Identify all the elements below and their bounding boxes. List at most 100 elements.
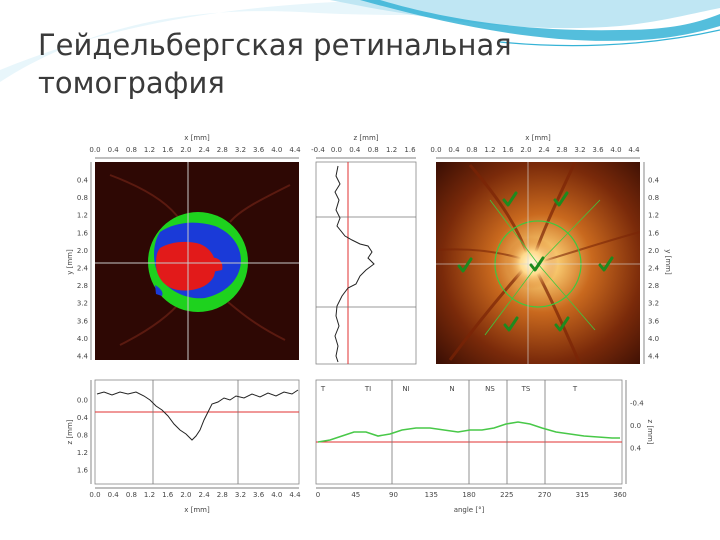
- contour-curve: [317, 421, 620, 443]
- tick-label: 3.6: [592, 146, 604, 154]
- reflectance-x-ticks: 0.0 0.4 0.8 1.2 1.6 2.0 2.4 2.8 3.2 3.6 4.0 4.4: [430, 146, 640, 154]
- tick-label: 0.8: [466, 146, 477, 154]
- tick-label: 90: [389, 491, 398, 499]
- tick-label: 2.0: [180, 491, 191, 499]
- tick-label: 2.8: [77, 282, 88, 290]
- slide-decoration: [0, 0, 720, 82]
- contour-x-ticks: 0 45 90 135 180 225 270 315 360: [316, 491, 627, 499]
- hprofile-frame: [94, 379, 300, 485]
- tick-label: 2.0: [520, 146, 531, 154]
- decoration-swoosh-light: [330, 0, 720, 29]
- tick-label: 3.2: [235, 146, 246, 154]
- tick-label: 3.6: [77, 317, 89, 325]
- topography-y-ticks: 0.4 0.8 1.2 1.6 2.0 2.4 2.8 3.2 3.6 4.0 4.4: [77, 177, 89, 361]
- tick-label: 0.4: [448, 146, 460, 154]
- sector-label: N: [449, 385, 454, 393]
- tick-label: 2.4: [199, 491, 211, 499]
- sector-checkmarks: [457, 191, 614, 332]
- tick-label: 1.6: [162, 491, 174, 499]
- decoration-swoosh: [360, 0, 720, 41]
- reflectance-y-ticks: 0.4 0.8 1.2 1.6 2.0 2.4 2.8 3.2 3.6 4.0 4.4: [648, 177, 660, 361]
- hprofile-y-label: z [mm]: [66, 419, 74, 444]
- tick-label: 1.6: [77, 229, 89, 237]
- tick-label: 1.6: [502, 146, 514, 154]
- tick-label: 2.0: [77, 247, 88, 255]
- reflectance-x-label: x [mm]: [525, 134, 551, 142]
- tick-label: 1.6: [77, 467, 89, 475]
- tick-label: 0.8: [126, 491, 137, 499]
- tick-label: 4.0: [271, 491, 282, 499]
- tick-label: 2.0: [180, 146, 191, 154]
- tick-label: 0.4: [648, 177, 660, 185]
- sector-label: TS: [521, 385, 531, 393]
- tick-label: 0.8: [77, 194, 88, 202]
- checkmark-icon: [503, 316, 519, 332]
- horizontal-profile-panel: x [mm] z [mm] 0.0 0.4 0.8 1.2 1.6 2.0 2.4 2.8 3.…: [66, 379, 301, 514]
- tick-label: 0.8: [368, 146, 379, 154]
- contour-profile-panel: angle [°] z [mm] 0 45 90 135 180 225 270 315 360…: [315, 379, 654, 514]
- cup-red-region: [210, 257, 223, 272]
- reflectance-y-label: y [mm]: [664, 249, 672, 275]
- tick-label: 1.2: [77, 212, 88, 220]
- checkmark-icon: [502, 191, 518, 207]
- tick-label: 4.0: [77, 335, 88, 343]
- vertical-profile-frame: [315, 161, 417, 365]
- sector-line: [537, 263, 596, 331]
- topography-vessel: [227, 301, 286, 341]
- reflectance-panel: x [mm] y [mm] 0.0 0.4 0.8 1.2 1.6 2.0 2.4 2.8 3.…: [430, 134, 672, 364]
- sector-label: T: [572, 385, 578, 393]
- contour-y-label: z [mm]: [646, 420, 654, 445]
- tick-label: 4.4: [648, 353, 660, 361]
- tick-label: 2.4: [199, 146, 211, 154]
- tick-label: 0.0: [630, 422, 641, 430]
- tick-label: 3.2: [77, 300, 88, 308]
- tick-label: 1.6: [648, 229, 660, 237]
- tick-label: 1.2: [77, 449, 88, 457]
- topography-y-label: y [mm]: [66, 249, 74, 275]
- topography-vessel: [229, 184, 291, 223]
- tick-label: 4.0: [271, 146, 282, 154]
- tick-label: 1.6: [162, 146, 174, 154]
- tick-label: 3.2: [235, 491, 246, 499]
- topography-x-ticks: 0.0 0.4 0.8 1.2 1.6 2.0 2.4 2.8 3.2 3.6 4.0 4.4: [89, 146, 301, 154]
- tick-label: 4.4: [628, 146, 640, 154]
- tick-label: 2.8: [217, 146, 228, 154]
- tick-label: 2.4: [648, 265, 660, 273]
- checkmark-icon: [457, 257, 473, 273]
- tick-label: 0.8: [126, 146, 137, 154]
- tick-label: 45: [351, 491, 360, 499]
- sector-line: [489, 199, 539, 265]
- tick-label: 1.2: [386, 146, 397, 154]
- tick-label: 4.4: [77, 353, 89, 361]
- tick-label: 315: [576, 491, 589, 499]
- tick-label: 2.8: [217, 491, 228, 499]
- tick-label: 0.4: [77, 414, 89, 422]
- tick-label: 0.0: [430, 146, 441, 154]
- sector-label: TI: [364, 385, 371, 393]
- tick-label: 4.4: [289, 491, 301, 499]
- hprofile-curve: [96, 389, 299, 441]
- hprofile-x-ticks: 0.0 0.4 0.8 1.2 1.6 2.0 2.4 2.8 3.2 3.6 4.0 4.4: [89, 491, 301, 499]
- sector-line: [537, 199, 601, 265]
- tick-label: 2.4: [77, 265, 89, 273]
- tick-label: 4.4: [289, 146, 301, 154]
- tick-label: 4.0: [648, 335, 659, 343]
- hprofile-y-ticks: 0.0 0.4 0.8 1.2 1.6: [77, 397, 89, 475]
- checkmark-icon: [529, 256, 545, 272]
- slide-title: Гейдельбергская ретинальная томография: [38, 26, 558, 102]
- tick-label: 135: [425, 491, 438, 499]
- sector-label: T: [320, 385, 326, 393]
- tick-label: 0.0: [77, 397, 88, 405]
- sector-line: [484, 263, 539, 336]
- rim-blue-region: [225, 239, 237, 252]
- tick-label: 1.2: [648, 212, 659, 220]
- tick-label: 0.4: [108, 491, 120, 499]
- sector-label: NS: [485, 385, 495, 393]
- tick-label: 180: [462, 491, 475, 499]
- tick-label: 3.2: [648, 300, 659, 308]
- tick-label: 0.8: [77, 432, 88, 440]
- tick-label: 0.0: [89, 491, 100, 499]
- tick-label: 3.2: [574, 146, 585, 154]
- contour-sector-labels: T TI NI N NS TS T: [320, 385, 578, 393]
